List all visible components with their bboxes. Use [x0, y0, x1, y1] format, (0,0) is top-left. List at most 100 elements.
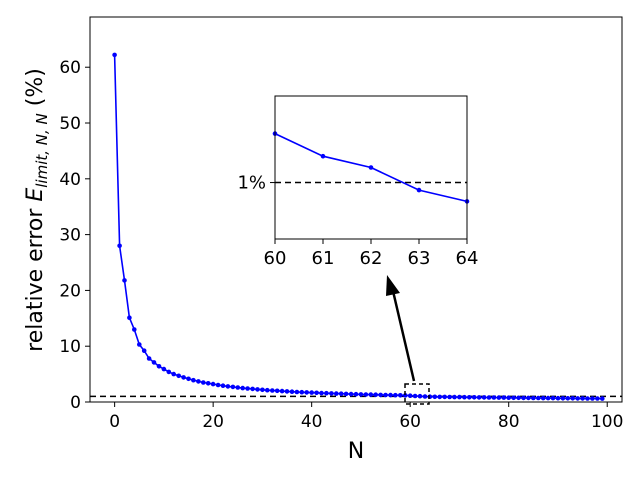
y-axis-label-symbol: E — [23, 188, 48, 202]
data-point — [516, 395, 521, 401]
data-point — [274, 388, 280, 394]
data-point — [570, 396, 575, 401]
series-points — [112, 52, 605, 401]
x-tick-label: 40 — [301, 412, 323, 432]
data-point — [299, 389, 305, 395]
main-axes: 0 20 40 60 80 100 0 10 20 30 40 50 60 N relative er… — [23, 16, 623, 464]
data-point — [127, 315, 132, 321]
data-point — [457, 394, 462, 400]
data-point — [407, 393, 413, 399]
inset-data-point — [368, 165, 374, 170]
y-axis-ticks: 0 10 20 30 40 50 60 — [59, 58, 90, 413]
data-point — [294, 389, 300, 395]
data-point — [536, 395, 541, 401]
data-point — [324, 390, 329, 396]
data-point — [171, 371, 176, 377]
data-point — [156, 364, 162, 369]
data-point — [270, 388, 275, 393]
data-point — [452, 394, 457, 400]
inset-x-tick-label: 64 — [456, 248, 479, 269]
data-point — [565, 396, 571, 401]
data-point — [447, 394, 452, 400]
data-point — [363, 392, 369, 397]
data-point — [161, 366, 167, 372]
data-point — [486, 395, 492, 400]
data-point — [491, 395, 497, 400]
data-point — [358, 392, 364, 397]
data-point — [284, 389, 290, 394]
data-point — [526, 395, 531, 401]
inset-data-point — [416, 187, 422, 193]
data-point — [329, 391, 334, 396]
inset-y-tick-label: 1% — [237, 173, 266, 194]
data-point — [531, 395, 536, 401]
data-point — [205, 381, 211, 386]
data-point — [235, 385, 241, 390]
data-point — [496, 395, 502, 400]
zoom-arrow — [391, 290, 416, 382]
data-point — [403, 393, 408, 398]
data-point — [412, 393, 418, 399]
data-point — [467, 395, 472, 400]
x-tick-label: 0 — [109, 412, 120, 432]
data-point — [196, 379, 201, 384]
inset-x-tick-label: 60 — [264, 248, 287, 269]
data-point — [146, 356, 152, 361]
data-point — [132, 327, 137, 332]
zoom-region-box — [404, 383, 430, 405]
y-axis-label-prefix: relative error — [23, 202, 48, 352]
data-point — [417, 393, 423, 399]
plot-frame — [89, 16, 623, 403]
data-point — [166, 369, 172, 375]
data-point — [545, 395, 551, 401]
data-point — [334, 391, 339, 396]
data-point — [398, 393, 403, 398]
inset-x-tick-label: 62 — [360, 248, 383, 269]
data-point — [304, 390, 310, 395]
y-tick-label: 40 — [59, 170, 81, 190]
data-point — [265, 387, 270, 393]
data-point — [422, 394, 428, 399]
data-point — [230, 384, 236, 390]
y-axis-label-suffix: (%) — [23, 68, 48, 113]
y-axis-label-subscript: limit, N, N — [33, 113, 51, 188]
data-point — [215, 382, 221, 388]
data-point — [309, 390, 315, 395]
data-point — [442, 394, 448, 400]
data-point — [122, 278, 127, 283]
data-point — [245, 386, 250, 391]
y-tick-label: 50 — [59, 114, 81, 134]
data-point — [210, 381, 216, 387]
data-point — [373, 392, 379, 398]
series-line — [113, 54, 603, 400]
data-point — [255, 387, 260, 392]
data-point — [560, 396, 566, 401]
data-point — [151, 360, 157, 365]
data-point — [348, 391, 354, 397]
data-point — [176, 373, 181, 379]
data-point — [575, 396, 580, 401]
data-point — [600, 396, 605, 401]
data-point — [368, 392, 374, 397]
inset-axes: 60 61 62 63 64 1% — [237, 95, 479, 269]
data-point — [141, 348, 147, 354]
data-point — [462, 394, 467, 400]
x-axis-label: N — [348, 439, 364, 464]
data-point — [338, 391, 344, 397]
y-tick-label: 60 — [59, 58, 81, 78]
data-point — [343, 391, 349, 397]
y-tick-label: 20 — [59, 281, 81, 301]
data-point — [112, 52, 117, 58]
x-axis-ticks: 0 20 40 60 80 100 — [109, 402, 623, 432]
data-point — [186, 376, 191, 382]
data-point — [540, 395, 546, 401]
data-point — [511, 395, 516, 401]
data-point — [260, 387, 265, 393]
data-point — [437, 394, 443, 400]
inset-x-tick-label: 63 — [408, 248, 431, 269]
data-point — [353, 391, 359, 397]
x-tick-label: 20 — [202, 412, 224, 432]
data-point — [471, 395, 477, 400]
data-point — [314, 390, 319, 396]
data-point — [191, 377, 196, 383]
